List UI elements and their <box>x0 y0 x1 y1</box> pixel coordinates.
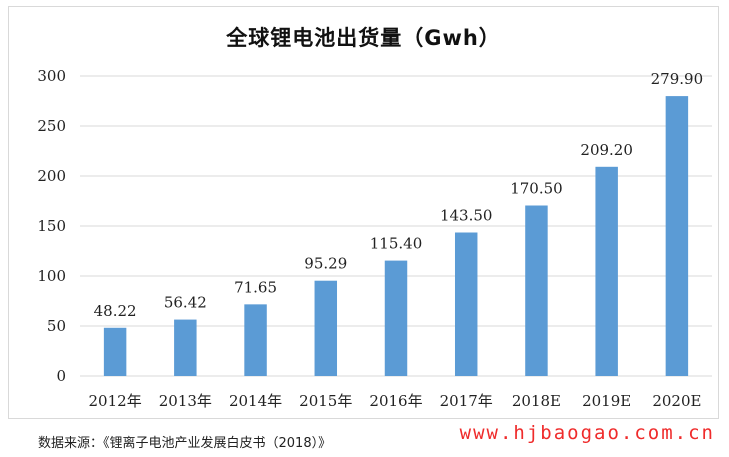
data-label: 56.42 <box>164 294 207 312</box>
bar <box>525 205 548 376</box>
data-label: 170.50 <box>510 180 563 198</box>
bar <box>384 260 408 376</box>
bar <box>244 304 267 376</box>
x-tick-label: 2015年 <box>299 392 352 410</box>
x-tick-label: 2014年 <box>229 392 282 410</box>
x-tick-label: 2018E <box>512 392 561 410</box>
bar <box>454 232 478 376</box>
data-label: 143.50 <box>440 207 493 225</box>
bar <box>665 96 689 376</box>
x-tick-label: 2012年 <box>89 392 142 410</box>
data-label: 71.65 <box>234 278 277 296</box>
x-tick-label: 2019E <box>582 392 631 410</box>
y-tick-label: 150 <box>37 217 66 235</box>
y-tick-label: 50 <box>47 317 66 335</box>
bar <box>314 280 338 376</box>
data-label: 209.20 <box>580 141 633 159</box>
x-tick-label: 2020E <box>652 392 701 410</box>
y-tick-label: 100 <box>37 267 66 285</box>
source-note: 数据来源：《锂离子电池产业发展白皮书（2018）》 <box>38 436 332 451</box>
bar <box>174 319 197 376</box>
chart-title: 全球锂电池出货量（Gwh） <box>226 26 501 50</box>
y-tick-label: 300 <box>37 67 66 85</box>
watermark: www.hjbaogao.com.cn <box>459 422 715 444</box>
x-tick-label: 2017年 <box>440 392 493 410</box>
bar <box>595 166 618 376</box>
y-tick-label: 0 <box>56 367 66 385</box>
data-label: 95.29 <box>304 255 347 273</box>
data-label: 115.40 <box>370 235 423 253</box>
data-label: 279.90 <box>651 70 704 88</box>
y-tick-label: 250 <box>37 117 66 135</box>
x-tick-label: 2013年 <box>159 392 212 410</box>
x-tick-label: 2016年 <box>369 392 422 410</box>
data-label: 48.22 <box>94 302 137 320</box>
y-tick-label: 200 <box>37 167 66 185</box>
bar <box>103 327 127 376</box>
